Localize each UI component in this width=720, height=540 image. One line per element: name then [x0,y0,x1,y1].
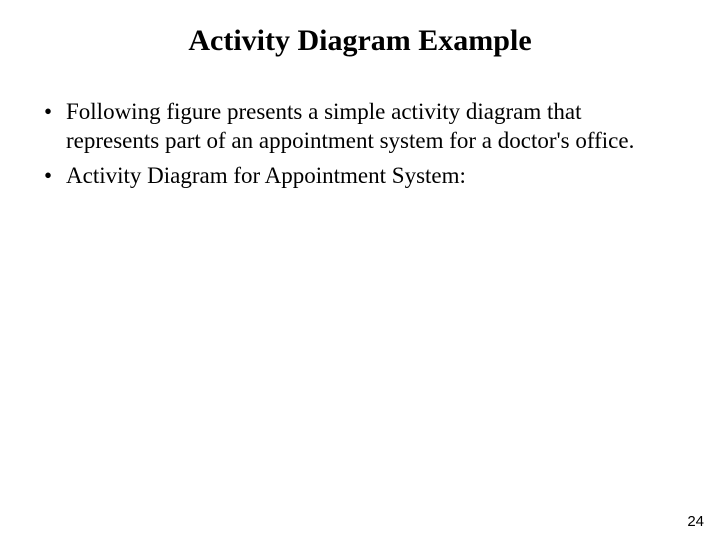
slide-title: Activity Diagram Example [40,24,680,58]
page-number: 24 [687,513,704,530]
bullet-item: Following figure presents a simple activ… [40,98,680,156]
slide: Activity Diagram Example Following figur… [0,0,720,540]
bullet-item: Activity Diagram for Appointment System: [40,162,680,191]
bullet-list: Following figure presents a simple activ… [40,98,680,190]
